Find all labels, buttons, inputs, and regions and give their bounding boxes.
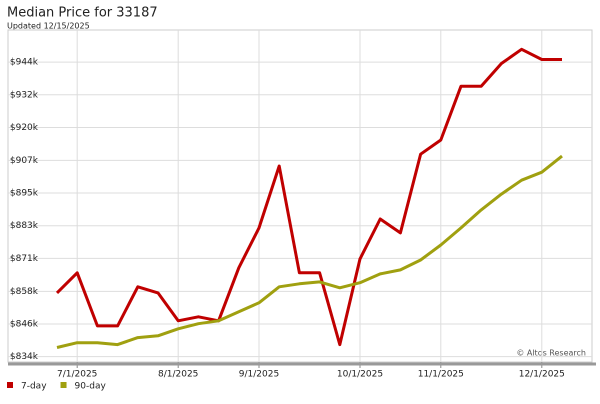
y-tick-label: $944k <box>10 58 39 68</box>
x-tick-label: 10/1/2025 <box>337 370 383 380</box>
x-tick-label: 9/1/2025 <box>239 370 279 380</box>
y-tick-label: $883k <box>10 221 39 231</box>
x-tick-label: 11/1/2025 <box>418 370 464 380</box>
y-tick-label: $920k <box>10 123 39 133</box>
plot-area <box>7 29 593 363</box>
x-tick-label: 7/1/2025 <box>57 370 97 380</box>
y-tick-label: $834k <box>10 352 39 362</box>
watermark: © Altos Research <box>516 349 586 358</box>
legend-label: 7-day <box>21 382 47 392</box>
series-line <box>55 47 562 347</box>
chart-title: Median Price for 33187 <box>7 6 158 21</box>
x-tick-label: 8/1/2025 <box>158 370 198 380</box>
y-tick-label: $871k <box>10 254 39 264</box>
y-tick-label: $907k <box>10 156 39 166</box>
legend-swatch <box>60 382 67 388</box>
series-line <box>56 154 563 349</box>
legend-swatch <box>7 382 13 388</box>
y-tick-label: $846k <box>10 319 39 329</box>
y-tick-label: $858k <box>10 287 39 297</box>
legend-label: 90-day <box>75 382 107 392</box>
y-tick-label: $932k <box>10 90 39 100</box>
chart-subtitle: Updated 12/15/2025 <box>7 22 90 31</box>
y-tick-label: $895k <box>10 189 39 199</box>
x-tick-label: 12/1/2025 <box>519 370 565 380</box>
